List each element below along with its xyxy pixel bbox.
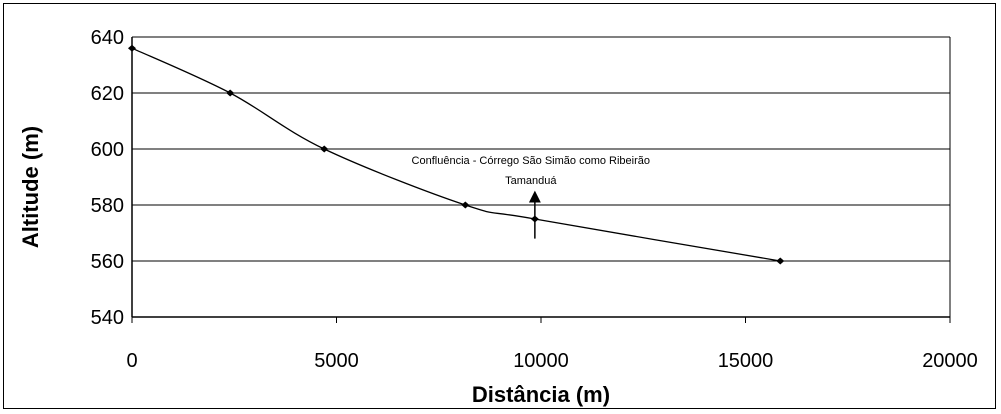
y-axis-title: Altitude (m) xyxy=(18,126,43,248)
data-point xyxy=(776,257,785,265)
y-tick-label: 640 xyxy=(91,27,124,49)
series-layer xyxy=(128,44,785,265)
data-point xyxy=(128,44,136,52)
x-tick-label: 20000 xyxy=(922,350,978,372)
y-tick-label: 600 xyxy=(91,139,124,161)
y-tick-label: 540 xyxy=(91,307,124,329)
data-point xyxy=(320,145,329,153)
chart-frame xyxy=(3,3,996,409)
x-axis-title: Distância (m) xyxy=(472,382,610,407)
y-tick-label: 560 xyxy=(91,251,124,273)
data-point xyxy=(461,201,470,209)
x-tick-label: 5000 xyxy=(314,350,359,372)
x-tick-label: 15000 xyxy=(718,350,774,372)
y-tick-label: 620 xyxy=(91,83,124,105)
x-tick-label: 0 xyxy=(126,350,137,372)
data-point xyxy=(226,89,235,97)
y-tick-label: 580 xyxy=(91,195,124,217)
annotation-text: Tamanduá xyxy=(505,175,557,187)
annotation-text: Confluência - Córrego São Simão como Rib… xyxy=(412,155,650,167)
annotation-layer: Confluência - Córrego São Simão como Rib… xyxy=(412,155,650,239)
axes xyxy=(131,37,951,323)
x-tick-label: 10000 xyxy=(513,350,569,372)
tick-labels: 540 560 580 600 620 640 0 5000 10000 15000 20000 xyxy=(91,27,978,372)
